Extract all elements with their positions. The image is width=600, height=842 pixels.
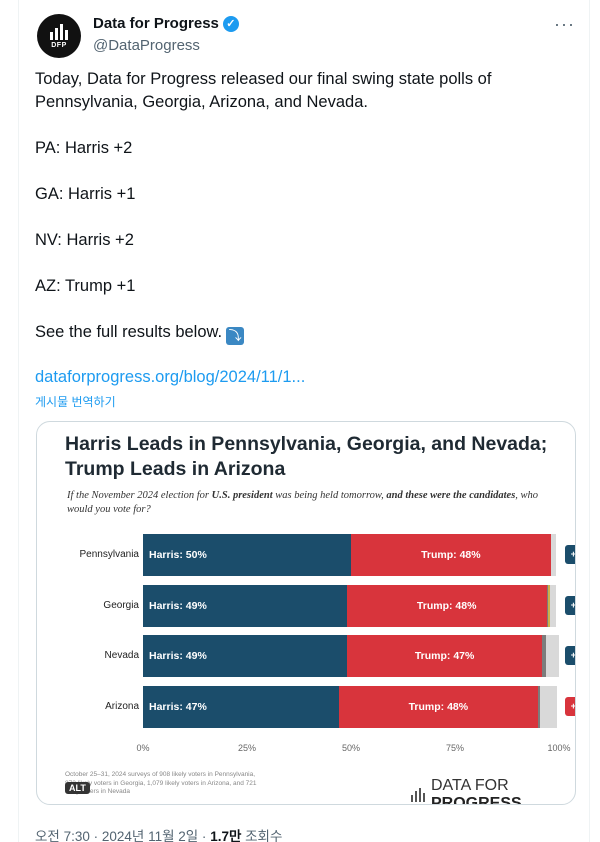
bar-chart-logo-icon (411, 788, 425, 802)
stacked-bar: Harris: 50% Trump: 48% (143, 534, 559, 576)
bar-segment-harris: Harris: 49% (143, 585, 347, 627)
translate-button[interactable]: 게시물 번역하기 (35, 395, 116, 409)
bar-segment-other (550, 534, 556, 576)
bar-segment-other (538, 686, 540, 728)
chart-title: Harris Leads in Pennsylvania, Georgia, a… (65, 433, 548, 480)
chart-footnote: October 25–31, 2024 surveys of 908 likel… (65, 771, 257, 795)
media-image[interactable]: Harris Leads in Pennsylvania, Georgia, a… (36, 421, 576, 805)
tweet-link[interactable]: dataforprogress.org/blog/2024/11/1... (35, 368, 306, 386)
arrow-down-right-icon: ⤵ (226, 327, 245, 345)
author-handle[interactable]: @DataProgress (93, 37, 200, 54)
chart-row: Pennsylvania Harris: 50%Trump: 48% +2 (37, 534, 575, 576)
bar-segment-other (546, 585, 549, 627)
bar-segment-other (542, 635, 546, 677)
more-options-icon[interactable]: ··· (554, 14, 575, 34)
margin-badge: +1 (565, 596, 575, 615)
chart-question: If the November 2024 election for U.S. p… (67, 490, 539, 515)
category-label: Arizona (105, 701, 139, 712)
bar-segment-trump: Trump: 48% (338, 686, 539, 728)
author-name[interactable]: Data for Progress ✓ (93, 15, 239, 32)
chart-row: Arizona Harris: 47%Trump: 48% +1 (37, 686, 575, 728)
category-label: Georgia (103, 600, 139, 611)
avatar-logo-icon (50, 23, 68, 40)
bar-segment-harris: Harris: 50% (143, 534, 351, 576)
stacked-bar: Harris: 49% Trump: 48% (143, 585, 559, 627)
chart-row: Georgia Harris: 49%Trump: 48% +1 (37, 585, 575, 627)
tweet-meta: 오전 7:30 · 2024년 11월 2일 · 1.7만 조회수 (35, 829, 283, 842)
tweet-outro: See the full results below. ⤵ (35, 321, 555, 345)
bar-segment-trump: Trump: 48% (346, 585, 547, 627)
x-tick-label: 25% (237, 743, 257, 753)
bar-segment-trump: Trump: 48% (351, 534, 551, 576)
avatar[interactable]: DFP (37, 14, 81, 58)
category-label: Nevada (104, 650, 139, 661)
tweet-line: PA: Harris +2 (35, 139, 133, 157)
margin-badge: +2 (565, 646, 575, 665)
category-label: Pennsylvania (79, 549, 139, 560)
alt-badge[interactable]: ALT (65, 782, 90, 794)
margin-badge: +2 (565, 545, 575, 564)
verified-badge-icon: ✓ (222, 15, 239, 32)
bar-segment-other (539, 686, 557, 728)
tweet: DFP Data for Progress ✓ @DataProgress ··… (18, 0, 590, 842)
avatar-text: DFP (51, 41, 67, 49)
bar-segment-other (545, 635, 559, 677)
brand-logo: DATA FOR PROGRESS (411, 777, 575, 804)
tweet-line: NV: Harris +2 (35, 231, 134, 249)
bar-segment-harris: Harris: 49% (143, 635, 347, 677)
chart-row: Nevada Harris: 49%Trump: 47% +2 (37, 635, 575, 677)
tweet-text: Today, Data for Progress released our fi… (35, 68, 555, 368)
x-tick-label: 50% (341, 743, 361, 753)
tweet-line: GA: Harris +1 (35, 185, 136, 203)
timestamp[interactable]: 오전 7:30 · 2024년 11월 2일 · (35, 829, 211, 842)
x-tick-label: 75% (445, 743, 465, 753)
bar-segment-other (548, 585, 551, 627)
author-name-text: Data for Progress (93, 15, 219, 32)
tweet-outro-text: See the full results below. (35, 323, 223, 341)
stacked-bar: Harris: 49% Trump: 47% (143, 635, 559, 677)
view-count: 1.7만 (210, 829, 242, 842)
tweet-line: AZ: Trump +1 (35, 277, 136, 295)
x-tick-label: 0% (136, 743, 150, 753)
bar-segment-other (550, 585, 556, 627)
stacked-bar: Harris: 47% Trump: 48% (143, 686, 559, 728)
bar-segment-trump: Trump: 47% (346, 635, 543, 677)
margin-badge: +1 (565, 697, 575, 716)
x-tick-label: 100% (547, 743, 571, 753)
tweet-intro: Today, Data for Progress released our fi… (35, 70, 492, 111)
bar-segment-harris: Harris: 47% (143, 686, 339, 728)
